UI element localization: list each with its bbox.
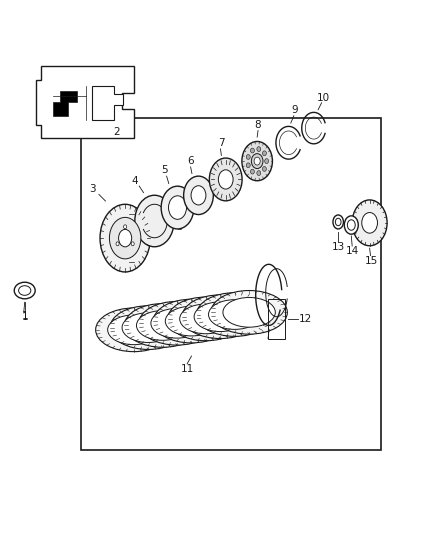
Ellipse shape [223,297,276,327]
Ellipse shape [191,185,206,205]
Text: 5: 5 [161,165,168,175]
Ellipse shape [184,176,213,215]
Text: 4: 4 [131,176,138,186]
Polygon shape [35,66,134,138]
Ellipse shape [180,304,232,334]
Ellipse shape [336,218,341,225]
Ellipse shape [251,148,254,153]
Ellipse shape [100,204,150,272]
Ellipse shape [165,306,218,336]
Ellipse shape [254,157,260,165]
Ellipse shape [119,229,132,247]
Ellipse shape [139,302,215,345]
Ellipse shape [18,286,31,295]
Ellipse shape [251,169,254,174]
Ellipse shape [219,170,233,189]
Ellipse shape [344,216,358,234]
Text: 15: 15 [365,256,378,266]
Ellipse shape [246,155,250,159]
Ellipse shape [209,158,242,201]
Text: 1: 1 [21,311,28,321]
Ellipse shape [362,213,378,233]
Bar [81,118,381,450]
Ellipse shape [265,159,268,164]
Ellipse shape [124,225,127,229]
Text: 3: 3 [89,184,95,194]
Ellipse shape [246,163,250,168]
Bar [268,299,286,338]
Ellipse shape [110,306,187,350]
Ellipse shape [161,186,194,229]
Ellipse shape [347,220,355,230]
Text: 7: 7 [218,138,225,148]
Ellipse shape [168,297,244,341]
Ellipse shape [122,313,174,343]
Ellipse shape [108,315,160,345]
Ellipse shape [151,309,203,338]
Text: 12: 12 [298,314,312,324]
Polygon shape [92,86,123,120]
Ellipse shape [14,282,35,299]
Ellipse shape [257,147,261,151]
Ellipse shape [194,302,247,332]
Ellipse shape [110,217,141,259]
Text: 2: 2 [113,127,120,137]
Ellipse shape [182,295,258,338]
Text: 11: 11 [180,364,194,374]
Ellipse shape [242,141,272,181]
Ellipse shape [169,196,187,219]
Text: 10: 10 [317,93,330,102]
Ellipse shape [116,242,119,246]
Text: 13: 13 [332,243,345,252]
Ellipse shape [95,308,172,352]
Polygon shape [53,91,77,116]
Ellipse shape [211,290,287,334]
Ellipse shape [137,311,189,340]
Ellipse shape [197,293,273,336]
Ellipse shape [208,300,261,329]
Text: 9: 9 [292,105,298,115]
Ellipse shape [153,299,230,343]
Ellipse shape [352,200,387,246]
Ellipse shape [135,195,174,247]
Text: 8: 8 [255,120,261,130]
Ellipse shape [251,154,263,168]
Text: 14: 14 [346,246,359,256]
Text: 1: 1 [21,312,28,322]
Ellipse shape [124,304,201,348]
Text: 6: 6 [187,156,194,166]
Ellipse shape [333,215,343,229]
Ellipse shape [131,242,134,246]
Ellipse shape [262,151,266,156]
Ellipse shape [257,171,261,175]
Ellipse shape [262,166,266,171]
